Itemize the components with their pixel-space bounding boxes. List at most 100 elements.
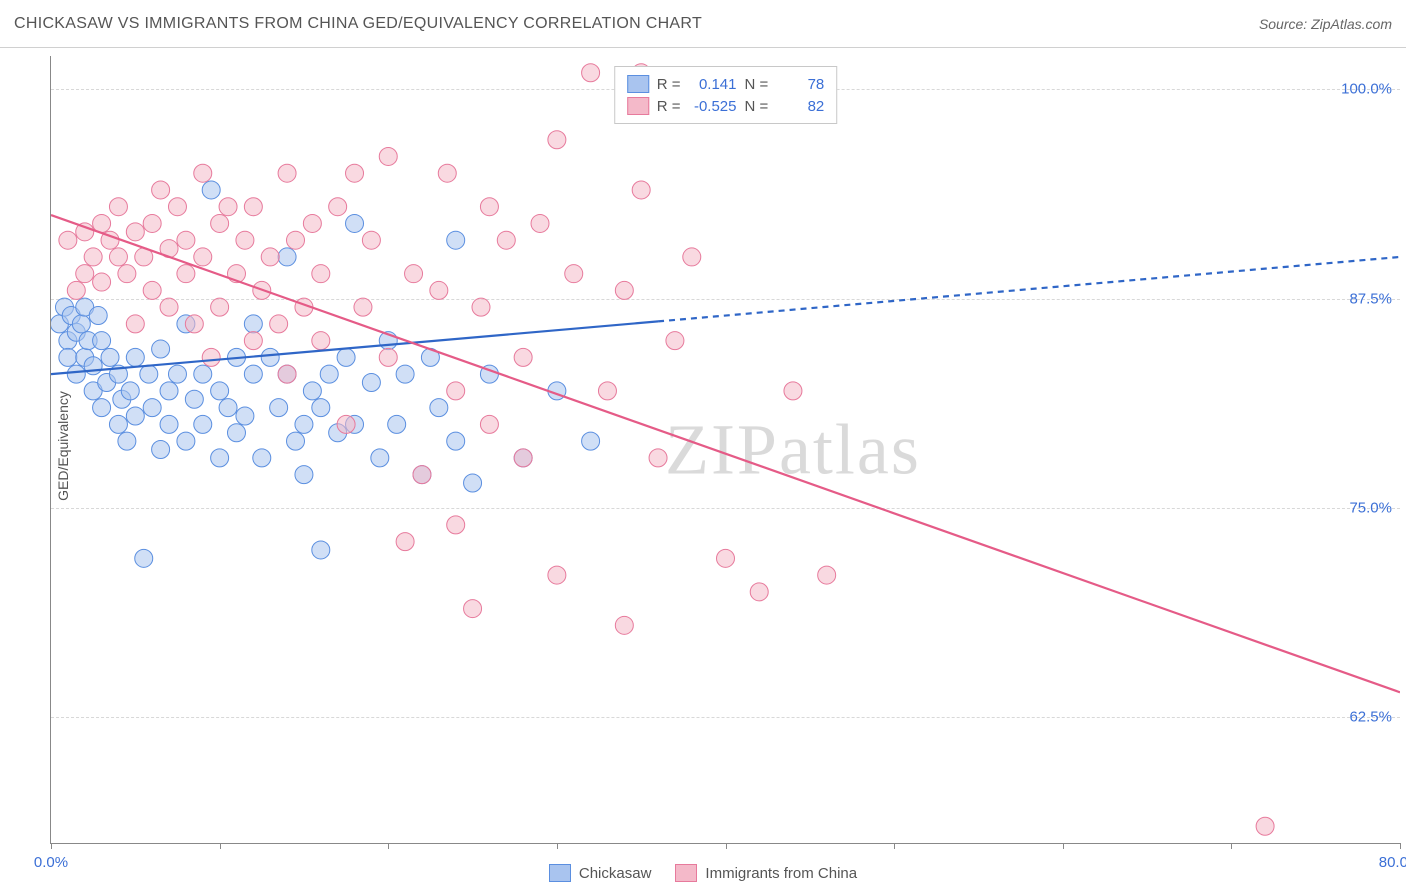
legend-item-series2: Immigrants from China: [675, 864, 857, 882]
data-point: [472, 298, 490, 316]
data-point: [143, 399, 161, 417]
data-point: [72, 315, 90, 333]
data-point: [93, 332, 111, 350]
data-point: [143, 214, 161, 232]
data-point: [194, 415, 212, 433]
data-point: [177, 265, 195, 283]
data-point: [194, 248, 212, 266]
chart-source: Source: ZipAtlas.com: [1259, 16, 1392, 32]
data-point: [152, 340, 170, 358]
data-point: [312, 332, 330, 350]
data-point: [59, 348, 77, 366]
data-point: [227, 424, 245, 442]
data-point: [615, 281, 633, 299]
data-point: [649, 449, 667, 467]
data-point: [565, 265, 583, 283]
data-point: [93, 399, 111, 417]
data-point: [346, 214, 364, 232]
data-point: [438, 164, 456, 182]
data-point: [337, 348, 355, 366]
data-point: [143, 281, 161, 299]
data-point: [202, 181, 220, 199]
data-point: [464, 474, 482, 492]
data-point: [480, 415, 498, 433]
data-point: [89, 307, 107, 325]
x-tick: [726, 843, 727, 849]
data-point: [320, 365, 338, 383]
data-point: [126, 315, 144, 333]
data-point: [480, 198, 498, 216]
data-point: [430, 399, 448, 417]
data-point: [219, 198, 237, 216]
x-tick: [51, 843, 52, 849]
data-point: [548, 131, 566, 149]
data-point: [464, 600, 482, 618]
scatter-svg: [51, 56, 1400, 843]
data-point: [109, 415, 127, 433]
data-point: [683, 248, 701, 266]
data-point: [270, 315, 288, 333]
chart-header: CHICKASAW VS IMMIGRANTS FROM CHINA GED/E…: [0, 0, 1406, 48]
data-point: [287, 231, 305, 249]
data-point: [371, 449, 389, 467]
data-point: [152, 441, 170, 459]
x-tick: [1063, 843, 1064, 849]
chart-area: ZIPatlas R = 0.141 N = 78 R = -0.525 N =…: [50, 48, 1400, 844]
data-point: [582, 64, 600, 82]
data-point: [194, 164, 212, 182]
data-point: [93, 273, 111, 291]
data-point: [101, 348, 119, 366]
data-point: [514, 348, 532, 366]
data-point: [219, 399, 237, 417]
n-value-1: 78: [776, 76, 824, 93]
data-point: [362, 374, 380, 392]
data-point: [312, 399, 330, 417]
data-point: [346, 164, 364, 182]
x-tick: [557, 843, 558, 849]
data-point: [295, 466, 313, 484]
data-point: [447, 516, 465, 534]
data-point: [531, 214, 549, 232]
data-point: [582, 432, 600, 450]
data-point: [413, 466, 431, 484]
data-point: [253, 449, 271, 467]
data-point: [598, 382, 616, 400]
data-point: [126, 348, 144, 366]
data-point: [160, 415, 178, 433]
data-point: [160, 298, 178, 316]
data-point: [244, 315, 262, 333]
data-point: [152, 181, 170, 199]
data-point: [303, 214, 321, 232]
r-value-2: -0.525: [689, 98, 737, 115]
data-point: [396, 365, 414, 383]
swatch-series1: [627, 75, 649, 93]
data-point: [211, 449, 229, 467]
plot-region: ZIPatlas R = 0.141 N = 78 R = -0.525 N =…: [50, 56, 1400, 844]
data-point: [126, 407, 144, 425]
data-point: [244, 332, 262, 350]
data-point: [126, 223, 144, 241]
data-point: [270, 399, 288, 417]
data-point: [135, 549, 153, 567]
data-point: [750, 583, 768, 601]
data-point: [67, 365, 85, 383]
data-point: [615, 616, 633, 634]
data-point: [388, 415, 406, 433]
data-point: [784, 382, 802, 400]
data-point: [177, 432, 195, 450]
data-point: [261, 248, 279, 266]
data-point: [160, 382, 178, 400]
data-point: [447, 382, 465, 400]
data-point: [185, 315, 203, 333]
x-tick: [388, 843, 389, 849]
data-point: [67, 281, 85, 299]
legend-row-series1: R = 0.141 N = 78: [627, 73, 825, 95]
data-point: [447, 231, 465, 249]
data-point: [548, 566, 566, 584]
data-point: [177, 231, 195, 249]
data-point: [59, 231, 77, 249]
r-value-1: 0.141: [689, 76, 737, 93]
x-tick: [894, 843, 895, 849]
data-point: [497, 231, 515, 249]
data-point: [109, 198, 127, 216]
